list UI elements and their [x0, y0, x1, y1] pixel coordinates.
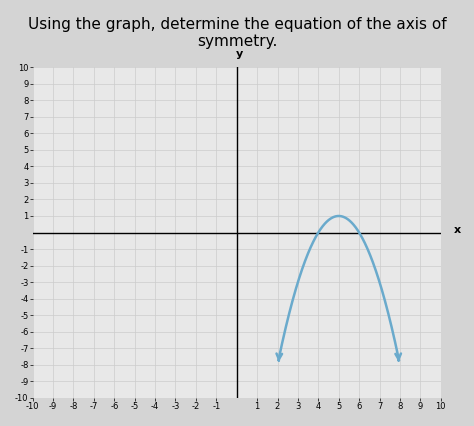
Text: y: y	[236, 49, 243, 59]
Text: Using the graph, determine the equation of the axis of symmetry.: Using the graph, determine the equation …	[27, 17, 447, 49]
Text: x: x	[454, 225, 461, 235]
